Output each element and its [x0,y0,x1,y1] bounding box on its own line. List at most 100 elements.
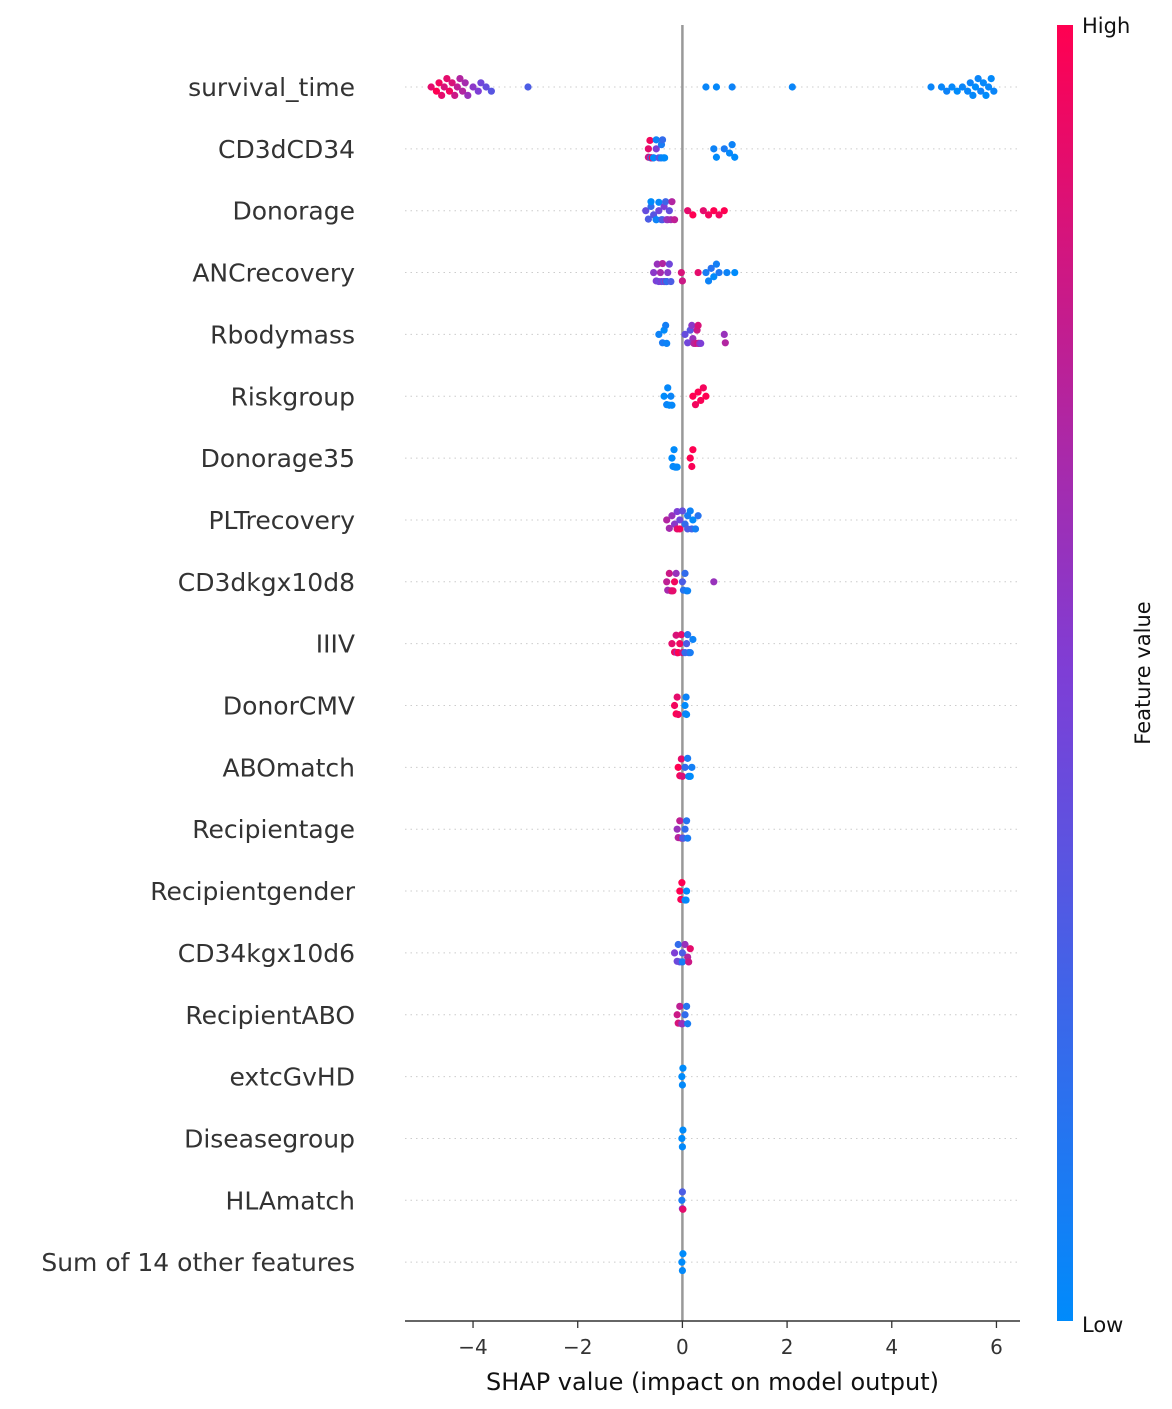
point-survival-time-24 [927,83,935,91]
point-extcgvhd-0 [678,1073,686,1081]
point-iiiv-10 [684,631,692,639]
point-donorage-1 [644,215,652,223]
point-survival-time-39 [987,75,995,83]
points-layer [427,75,998,1275]
point-donorage-17 [655,198,663,206]
point-rbodymass-17 [720,330,728,338]
point-survival-time-13 [464,91,472,99]
point-cd3dcd34-2 [646,136,654,145]
point-recipientage-8 [673,825,681,833]
colorbar-title: Feature value [1131,601,1155,744]
point-cd3dcd34-11 [658,136,667,144]
point-survival-time-5 [443,75,451,83]
point-diseasegroup-1 [678,1143,687,1151]
point-cd34kgx10d6-8 [678,958,687,966]
point-donorage-15 [670,216,679,224]
point-cd3dkgx10d8-13 [710,578,718,586]
point-riskgroup-0 [660,392,668,400]
point-riskgroup-11 [702,392,710,400]
point-survival-time-21 [712,83,721,91]
point-abomatch-0 [674,763,682,771]
point-donorage35-7 [688,462,696,471]
feature-label-recipientage: Recipientage [192,815,355,844]
point-ancrecovery-17 [694,268,702,277]
point-hlamatch-0 [678,1196,686,1204]
point-donorage35-0 [668,454,676,462]
point-recipientabo-0 [673,1011,681,1019]
point-donorage35-5 [673,463,681,471]
x-tick-label-0: −4 [458,1335,487,1359]
colorbar: High Low Feature value [1057,14,1155,1337]
point-ancrecovery-19 [704,277,713,285]
point-iiiv-2 [672,631,680,639]
point-donorage-18 [647,198,655,206]
point-survival-time-12 [461,79,469,87]
point-ancrecovery-12 [667,277,675,286]
point-donorcmv-3 [674,710,682,719]
point-cd3dkgx10d8-2 [665,569,673,578]
point-recipientgender-4 [682,896,690,904]
point-riskgroup-7 [691,401,700,409]
point-survival-time-26 [943,87,951,95]
point-recipientabo-5 [681,1011,689,1019]
point-rbodymass-13 [694,321,702,329]
point-survival-time-33 [971,83,980,91]
point-ancrecovery-11 [665,260,673,268]
point-ancrecovery-18 [702,268,710,277]
point-survival-time-6 [445,87,454,95]
point-donorage-23 [710,207,718,215]
point-sum-of-14-other-features-2 [679,1250,687,1258]
point-cd3dcd34-16 [650,154,658,162]
point-survival-time-35 [977,87,985,95]
colorbar-low-label: Low [1082,1313,1123,1337]
point-donorage-5 [655,207,663,215]
point-ancrecovery-4 [656,268,665,277]
feature-label-cd3dkgx10d8: CD3dkgx10d8 [178,568,355,597]
x-ticks: −4 −2 0 2 4 6 [458,1321,1003,1359]
point-survival-time-30 [964,87,972,95]
point-survival-time-19 [524,83,532,91]
point-donorage-0 [642,207,650,215]
point-survival-time-3 [438,91,446,99]
feature-label-survival-time: survival_time [188,73,355,102]
point-ancrecovery-24 [723,268,731,277]
point-donorcmv-6 [682,710,691,719]
point-ancrecovery-25 [731,268,739,277]
point-survival-time-8 [451,91,459,99]
point-pltrecovery-12 [689,516,697,524]
point-ancrecovery-23 [715,268,723,277]
feature-label-sum-of-14-other-features: Sum of 14 other features [41,1248,355,1277]
point-survival-time-36 [979,79,987,87]
point-cd3dkgx10d8-11 [684,587,692,595]
point-cd3dcd34-23 [731,153,739,161]
point-pltrecovery-5 [676,516,684,524]
point-ancrecovery-16 [678,277,687,285]
point-donorcmv-2 [673,693,681,701]
point-ancrecovery-2 [653,260,661,268]
point-cd3dkgx10d8-8 [678,578,687,586]
point-cd3dcd34-21 [725,149,734,157]
point-survival-time-9 [453,83,461,91]
point-donorage-25 [720,207,728,215]
point-donorage35-8 [689,446,697,454]
point-survival-time-10 [456,75,464,83]
point-diseasegroup-0 [678,1134,686,1143]
point-ancrecovery-21 [710,273,718,281]
point-riskgroup-5 [668,401,676,409]
x-tick-label-5: 6 [990,1335,1003,1359]
point-riskgroup-6 [689,392,697,400]
point-cd34kgx10d6-3 [678,949,687,957]
point-survival-time-31 [966,79,974,87]
point-cd34kgx10d6-6 [685,958,693,966]
feature-label-donorcmv: DonorCMV [223,692,355,721]
point-diseasegroup-2 [679,1126,687,1134]
point-ancrecovery-6 [658,259,667,268]
point-cd3dcd34-7 [652,145,660,153]
point-survival-time-37 [982,91,990,99]
feature-label-riskgroup: Riskgroup [231,382,355,411]
feature-label-rbodymass: Rbodymass [210,320,355,349]
point-cd3dcd34-22 [728,141,736,149]
point-abomatch-7 [686,772,694,780]
feature-label-extcgvhd: extcGvHD [229,1063,355,1092]
